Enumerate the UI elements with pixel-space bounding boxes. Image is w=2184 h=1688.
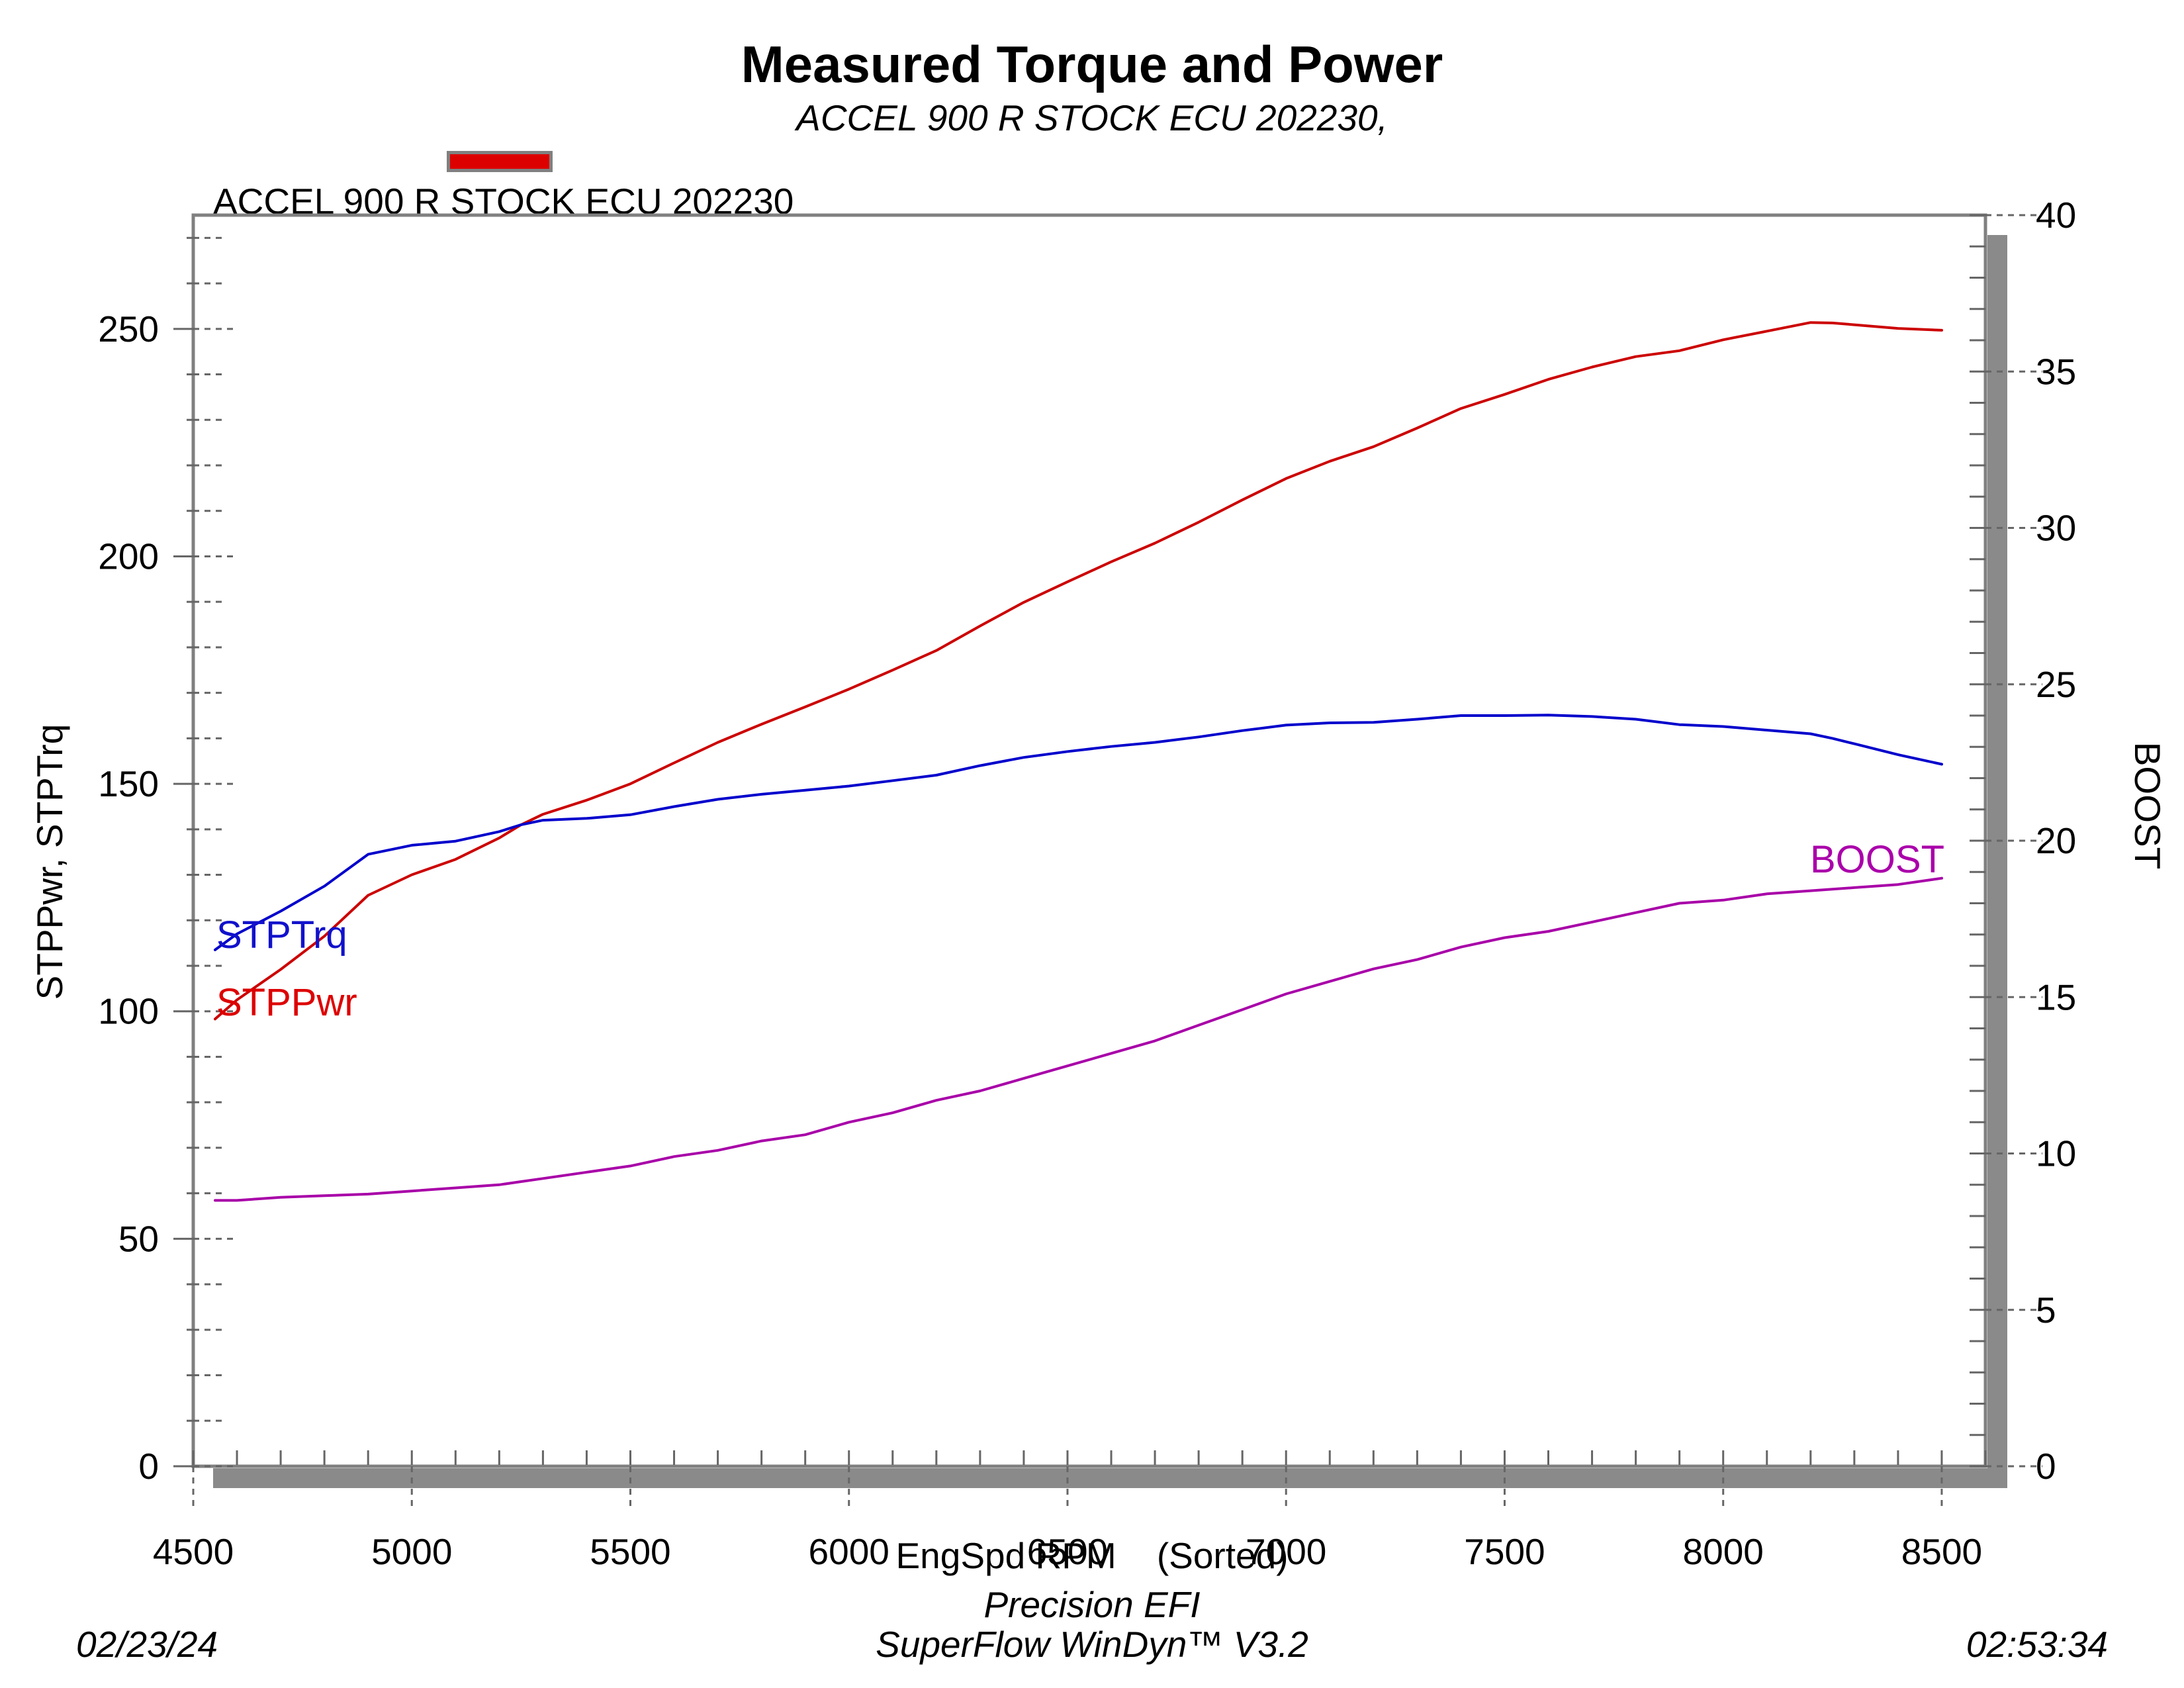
y-right-tick-label: 30 <box>2036 508 2076 549</box>
y-left-tick-label: 100 <box>98 991 159 1032</box>
x-tick-label: 4500 <box>153 1531 234 1572</box>
y-left-tick-label: 250 <box>98 308 159 350</box>
footer-brand: Precision EFI <box>983 1584 1201 1625</box>
y-left-tick-label: 200 <box>98 536 159 577</box>
chart-subtitle: ACCEL 900 R STOCK ECU 202230, <box>796 97 1388 138</box>
curve-label-stptrq: STPTrq <box>216 914 347 957</box>
y-right-tick-label: 35 <box>2036 351 2076 392</box>
footer-time: 02:53:34 <box>1966 1624 2108 1665</box>
y-right-tick-label: 0 <box>2036 1446 2056 1487</box>
x-tick-label: 5000 <box>371 1531 452 1572</box>
y-right-tick-label: 40 <box>2036 195 2076 236</box>
x-tick-label: 5500 <box>590 1531 670 1572</box>
y-right-axis-title: BOOST <box>2127 741 2168 870</box>
y-right-tick-label: 15 <box>2036 976 2076 1017</box>
curve-label-boost: BOOST <box>1810 838 1944 881</box>
x-tick-label: 7000 <box>1246 1531 1326 1572</box>
x-tick-label: 8000 <box>1683 1531 1764 1572</box>
y-left-tick-label: 0 <box>138 1446 159 1487</box>
stptrq-curve <box>214 714 1943 951</box>
x-axis-title: EngSpd RPM (Sorted) <box>895 1535 1289 1576</box>
boost-curve <box>214 876 1943 1202</box>
footer-software: SuperFlow WinDyn™ V3.2 <box>876 1624 1308 1665</box>
y-right-tick-label: 10 <box>2036 1133 2076 1174</box>
y-right-tick-label: 20 <box>2036 820 2076 861</box>
chart-title: Measured Torque and Power <box>741 35 1443 93</box>
x-axis-ticks: 4500 5000 5500 6000 6500 7000 7500 8000 8500 <box>153 1450 1987 1572</box>
y-right-axis-ticks: 0 5 10 15 20 25 30 35 40 <box>1970 195 2076 1487</box>
footer-date: 02/23/24 <box>76 1624 218 1665</box>
y-left-axis-ticks: 0 50 100 150 200 250 <box>98 236 233 1487</box>
x-tick-label: 7500 <box>1464 1531 1545 1572</box>
y-left-axis-title: STPPwr, STPTrq <box>29 724 70 1000</box>
y-right-tick-label: 5 <box>2036 1289 2056 1331</box>
stppwr-curve <box>214 321 1943 1021</box>
x-tick-label: 6000 <box>809 1531 889 1572</box>
plot-shadow <box>213 235 2007 1488</box>
legend-color-swatch <box>447 151 553 172</box>
y-left-tick-label: 150 <box>98 763 159 804</box>
x-tick-label: 8500 <box>1901 1531 1982 1572</box>
curve-label-stppwr: STPPwr <box>216 981 357 1024</box>
y-right-tick-label: 25 <box>2036 664 2076 705</box>
y-left-tick-label: 50 <box>118 1218 159 1259</box>
x-tick-label: 6500 <box>1027 1531 1108 1572</box>
